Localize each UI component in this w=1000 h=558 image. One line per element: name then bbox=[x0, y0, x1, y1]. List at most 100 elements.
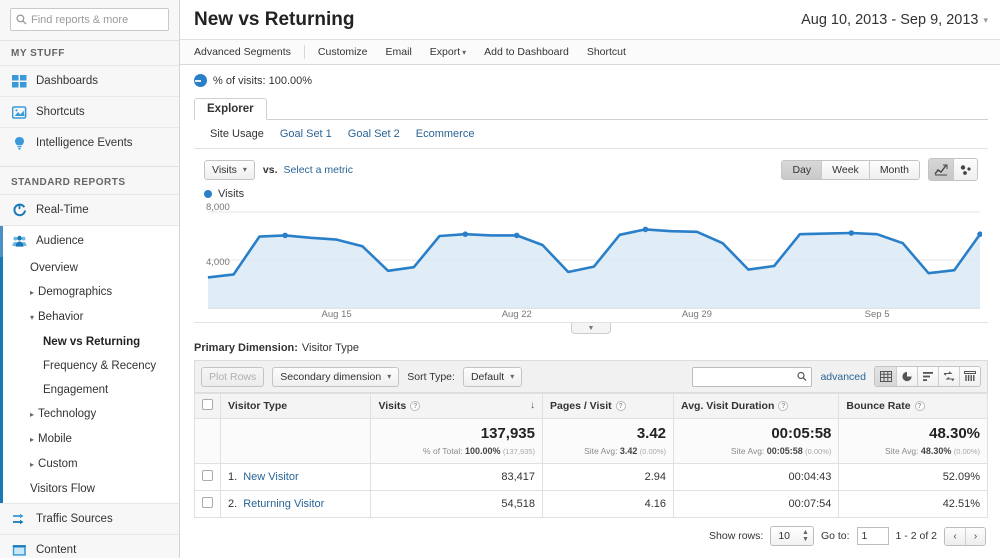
sidebar-item-label: Shortcuts bbox=[36, 106, 85, 118]
row-bounce-rate: 52.09% bbox=[838, 463, 988, 491]
secondary-dimension-selector[interactable]: Secondary dimension ▾ bbox=[272, 366, 400, 387]
sidebar-item-new-vs-returning[interactable]: New vs Returning bbox=[3, 330, 179, 354]
checkbox-icon[interactable] bbox=[202, 470, 213, 481]
summary-value: 137,935 bbox=[480, 425, 535, 442]
help-icon[interactable]: ? bbox=[778, 401, 789, 412]
checkbox-icon[interactable] bbox=[202, 399, 213, 410]
bar-view-icon[interactable] bbox=[917, 367, 938, 386]
customize-button[interactable]: Customize bbox=[309, 46, 377, 58]
sidebar-item-visitors-flow[interactable]: Visitors Flow bbox=[3, 477, 179, 503]
sidebar-item-overview[interactable]: Overview bbox=[3, 256, 179, 280]
row-rank: 1. bbox=[228, 471, 238, 483]
visits-filter-label: % of visits: 100.00% bbox=[213, 74, 313, 87]
sidebar-item-label: Custom bbox=[38, 458, 78, 470]
sidebar-item-real-time[interactable]: Real-Time bbox=[0, 194, 179, 225]
column-label: Avg. Visit Duration bbox=[681, 400, 775, 412]
pie-view-icon[interactable] bbox=[896, 367, 917, 386]
sidebar-item-frequency-recency[interactable]: Frequency & Recency bbox=[3, 354, 179, 378]
column-label: Bounce Rate bbox=[846, 400, 911, 412]
row-pages-per-visit: 2.94 bbox=[541, 463, 675, 491]
add-to-dashboard-button[interactable]: Add to Dashboard bbox=[475, 46, 578, 58]
granularity-month[interactable]: Month bbox=[868, 160, 919, 179]
sidebar-item-demographics[interactable]: ▸ Demographics bbox=[3, 280, 179, 305]
table-row[interactable]: 1. New Visitor 83,417 2.94 00:04:43 52.09… bbox=[194, 463, 988, 491]
my-stuff-header: MY STUFF bbox=[0, 40, 179, 65]
sidebar-item-intelligence-events[interactable]: Intelligence Events bbox=[0, 127, 179, 158]
tab-explorer[interactable]: Explorer bbox=[194, 98, 267, 120]
advanced-segments-button[interactable]: Advanced Segments bbox=[194, 46, 300, 58]
sidebar-item-custom[interactable]: ▸ Custom bbox=[3, 452, 179, 477]
sidebar-item-label: Audience bbox=[36, 235, 84, 247]
search-box[interactable] bbox=[10, 8, 169, 31]
sidebar-item-shortcuts[interactable]: Shortcuts bbox=[0, 96, 179, 127]
sort-type-selector[interactable]: Default ▾ bbox=[462, 366, 523, 387]
shortcut-button[interactable]: Shortcut bbox=[578, 46, 635, 58]
sidebar-item-traffic-sources[interactable]: Traffic Sources bbox=[0, 503, 179, 534]
metric-selector[interactable]: Visits ▾ bbox=[204, 159, 255, 180]
chart-collapse-handle[interactable]: ▼ bbox=[571, 323, 611, 334]
email-button[interactable]: Email bbox=[377, 46, 421, 58]
column-header-visitor-type[interactable]: Visitor Type bbox=[219, 393, 372, 419]
goto-input[interactable]: 1 bbox=[856, 527, 889, 545]
sidebar-item-audience[interactable]: Audience bbox=[0, 225, 179, 257]
column-header-avg-visit-duration[interactable]: Avg. Visit Duration? bbox=[673, 393, 840, 419]
primary-dimension-label: Primary Dimension: bbox=[194, 342, 298, 354]
next-page-button[interactable]: › bbox=[965, 527, 985, 545]
summary-label-cell bbox=[219, 418, 372, 464]
help-icon[interactable]: ? bbox=[914, 401, 925, 412]
line-chart-icon[interactable] bbox=[929, 159, 953, 180]
column-header-pages-per-visit[interactable]: Pages / Visit? bbox=[541, 393, 675, 419]
sidebar-item-dashboards[interactable]: Dashboards bbox=[0, 65, 179, 96]
table-row[interactable]: 2. Returning Visitor 54,518 4.16 00:07:54… bbox=[194, 490, 988, 518]
legend-color-swatch bbox=[204, 190, 212, 198]
plot-rows-button[interactable]: Plot Rows bbox=[201, 366, 265, 387]
action-label: Add to Dashboard bbox=[484, 46, 569, 58]
subtab-site-usage[interactable]: Site Usage bbox=[210, 128, 264, 140]
table-search-box[interactable] bbox=[692, 366, 813, 387]
export-button[interactable]: Export ▾ bbox=[421, 46, 475, 58]
help-icon[interactable]: ? bbox=[615, 401, 626, 412]
subtab-ecommerce[interactable]: Ecommerce bbox=[415, 128, 475, 140]
help-icon[interactable]: ? bbox=[410, 401, 421, 412]
sidebar-item-mobile[interactable]: ▸ Mobile bbox=[3, 427, 179, 452]
sidebar-item-behavior[interactable]: ▾ Behavior bbox=[3, 305, 179, 330]
column-header-bounce-rate[interactable]: Bounce Rate? bbox=[838, 393, 988, 419]
row-checkbox-cell[interactable] bbox=[194, 463, 221, 491]
row-name-link[interactable]: New Visitor bbox=[243, 471, 299, 483]
sidebar-item-engagement[interactable]: Engagement bbox=[3, 378, 179, 402]
advanced-link[interactable]: advanced bbox=[820, 370, 866, 383]
row-name-link[interactable]: Returning Visitor bbox=[243, 498, 325, 510]
chart-bottom-border bbox=[194, 322, 988, 323]
granularity-day[interactable]: Day bbox=[782, 160, 822, 179]
sidebar-item-technology[interactable]: ▸ Technology bbox=[3, 402, 179, 427]
select-a-metric-link[interactable]: Select a metric bbox=[283, 163, 353, 176]
column-header-visits[interactable]: ↓ Visits? bbox=[370, 393, 543, 419]
sidebar-item-label: Mobile bbox=[38, 433, 72, 445]
select-all-header[interactable] bbox=[194, 393, 221, 419]
subtab-goal-set-2[interactable]: Goal Set 2 bbox=[347, 128, 400, 140]
chevron-down-icon: ▾ bbox=[462, 48, 467, 57]
sort-type-value: Default bbox=[470, 370, 505, 383]
pivot-view-icon[interactable] bbox=[959, 367, 980, 386]
table-search-input[interactable] bbox=[697, 370, 798, 383]
sidebar-item-content[interactable]: Content bbox=[0, 534, 179, 558]
motion-chart-icon[interactable] bbox=[953, 159, 977, 180]
column-label-wrap: Pages / Visit? bbox=[550, 400, 626, 412]
sidebar-item-label: Dashboards bbox=[36, 75, 99, 87]
granularity-week[interactable]: Week bbox=[821, 160, 869, 179]
row-avg-duration: 00:04:43 bbox=[673, 463, 840, 491]
comparison-view-icon[interactable] bbox=[938, 367, 959, 386]
subtab-goal-set-1[interactable]: Goal Set 1 bbox=[279, 128, 332, 140]
date-range-picker[interactable]: Aug 10, 2013 - Sep 9, 2013 ▾ bbox=[801, 12, 988, 28]
show-rows-value: 10 bbox=[778, 530, 790, 542]
row-checkbox-cell[interactable] bbox=[194, 490, 221, 518]
search-input[interactable] bbox=[31, 13, 163, 26]
primary-dimension-value[interactable]: Visitor Type bbox=[301, 342, 359, 354]
show-rows-select[interactable]: 10 ▲ ▼ bbox=[770, 526, 814, 546]
checkbox-icon[interactable] bbox=[202, 497, 213, 508]
chevron-right-icon: ▸ bbox=[30, 460, 35, 469]
realtime-icon bbox=[11, 202, 28, 219]
main-content: New vs Returning Aug 10, 2013 - Sep 9, 2… bbox=[180, 0, 1000, 558]
table-view-icon[interactable] bbox=[875, 367, 896, 386]
prev-page-button[interactable]: ‹ bbox=[945, 527, 965, 545]
